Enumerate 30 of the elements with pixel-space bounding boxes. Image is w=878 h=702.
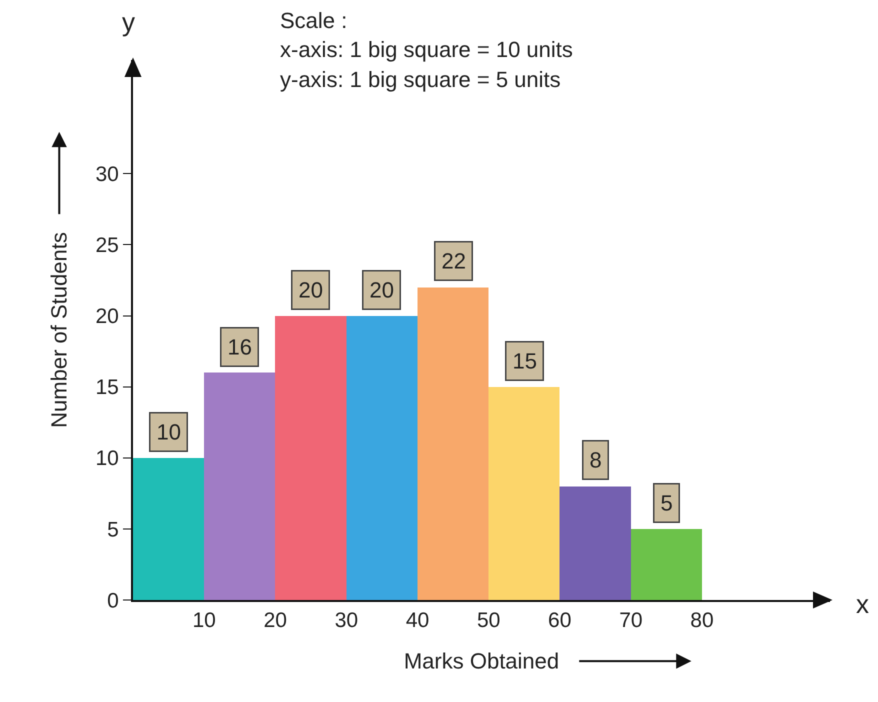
annotation: x-axis: 1 big square = 10 units <box>280 37 573 62</box>
data-label: 5 <box>660 490 673 516</box>
x-tick-label: 70 <box>619 609 643 632</box>
data-label: 20 <box>298 278 323 302</box>
x-tick-label: 20 <box>264 609 287 632</box>
data-label: 22 <box>442 248 466 274</box>
data-label: 15 <box>512 348 537 374</box>
x-tick-label: 50 <box>476 609 500 632</box>
x-tick-label: 80 <box>690 609 714 632</box>
data-label: 20 <box>370 278 394 302</box>
data-label: 10 <box>156 420 181 444</box>
x-axis-title: Marks Obtained <box>404 648 560 674</box>
y-tick-label: 10 <box>95 447 119 470</box>
y-tick-label: 30 <box>95 163 119 186</box>
x-tick-label: 30 <box>334 609 358 632</box>
data-label: 16 <box>228 334 252 360</box>
y-tick-label: 5 <box>107 518 119 542</box>
text: x <box>856 589 869 619</box>
y-tick-label: 25 <box>95 234 119 258</box>
y-tick-label: 15 <box>95 376 119 400</box>
y-tick-label: 0 <box>107 589 119 612</box>
text: Scale : <box>280 8 348 33</box>
data-label: 8 <box>590 448 602 472</box>
text: y <box>122 7 135 37</box>
y-tick-label: 20 <box>95 305 119 328</box>
x-tick-label: 40 <box>406 609 430 632</box>
x-tick-label: 10 <box>192 609 216 632</box>
annotation: y-axis: 1 big square = 5 units <box>280 67 561 92</box>
x-tick-label: 60 <box>548 609 572 632</box>
y-axis-title: Number of Students <box>46 232 72 428</box>
